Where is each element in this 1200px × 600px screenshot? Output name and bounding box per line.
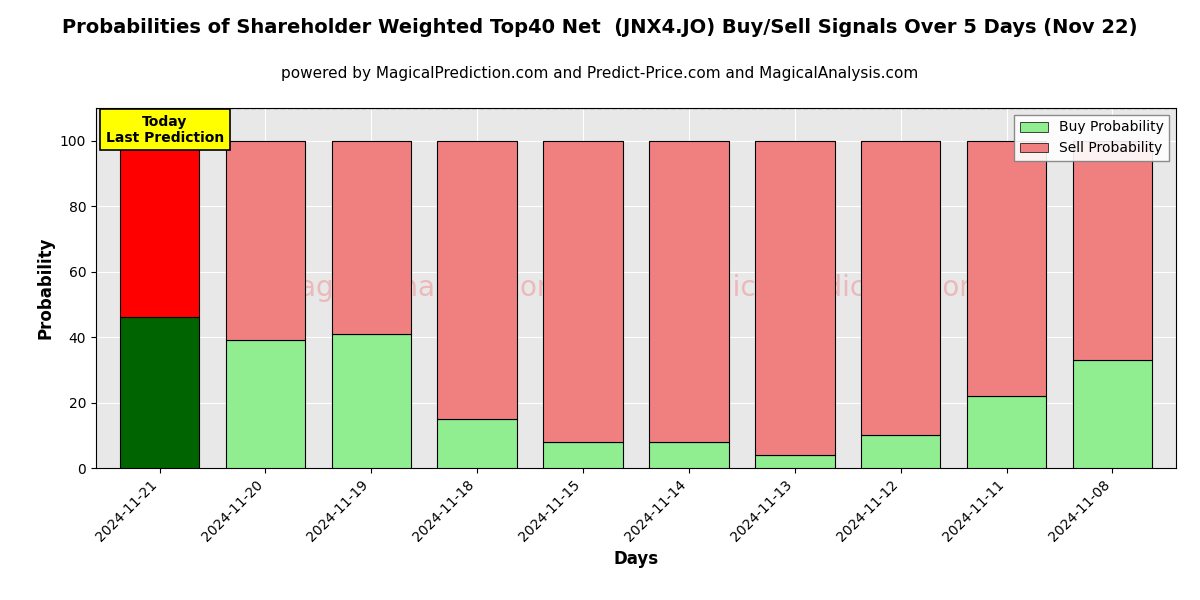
Bar — [331, 334, 412, 468]
Bar — [967, 141, 1046, 396]
Text: MagicalAnalysis.com: MagicalAnalysis.com — [276, 274, 564, 302]
Bar — [1073, 141, 1152, 360]
Bar — [544, 141, 623, 442]
Bar — [649, 141, 728, 442]
Bar — [755, 455, 834, 468]
Y-axis label: Probability: Probability — [36, 237, 54, 339]
Text: powered by MagicalPrediction.com and Predict-Price.com and MagicalAnalysis.com: powered by MagicalPrediction.com and Pre… — [281, 66, 919, 81]
Text: Today
Last Prediction: Today Last Prediction — [106, 115, 224, 145]
Bar — [1073, 360, 1152, 468]
Bar — [544, 442, 623, 468]
Bar — [331, 141, 412, 334]
Bar — [120, 141, 199, 317]
Bar — [862, 435, 941, 468]
Bar — [120, 317, 199, 468]
Bar — [967, 396, 1046, 468]
Bar — [649, 442, 728, 468]
Legend: Buy Probability, Sell Probability: Buy Probability, Sell Probability — [1014, 115, 1169, 161]
Bar — [755, 141, 834, 455]
Bar — [226, 340, 305, 468]
Bar — [438, 419, 517, 468]
Bar — [438, 141, 517, 419]
Bar — [862, 141, 941, 435]
Bar — [226, 141, 305, 340]
Text: MagicalPrediction.com: MagicalPrediction.com — [674, 274, 986, 302]
Text: Probabilities of Shareholder Weighted Top40 Net  (JNX4.JO) Buy/Sell Signals Over: Probabilities of Shareholder Weighted To… — [62, 18, 1138, 37]
X-axis label: Days: Days — [613, 550, 659, 568]
